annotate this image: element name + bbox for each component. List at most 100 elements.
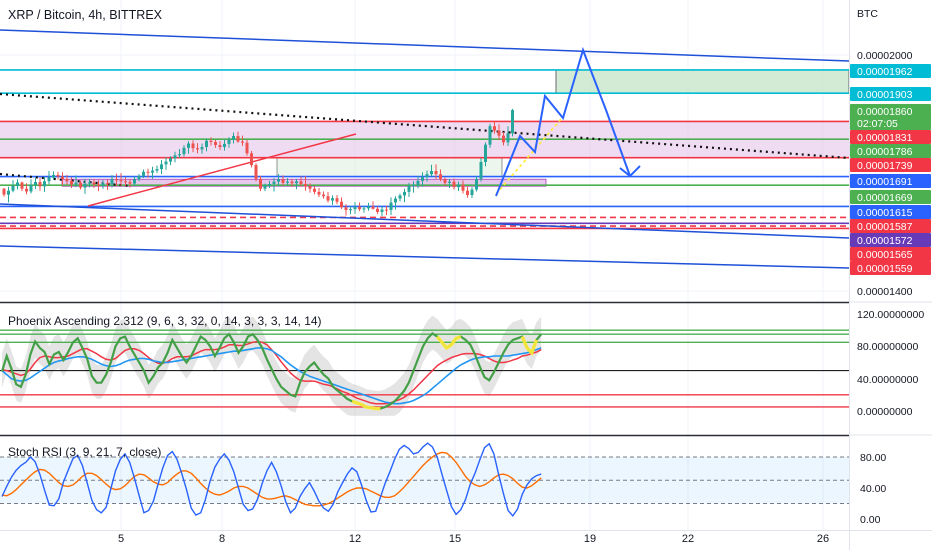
candle-body — [65, 178, 69, 181]
lower-channel-line — [0, 245, 849, 269]
candle-body — [110, 179, 114, 185]
candle-body — [250, 153, 253, 166]
price-label-badge — [850, 261, 931, 275]
candle-body — [335, 198, 339, 202]
phoenix-tick-label: 80.00000000 — [857, 341, 918, 353]
price-level-label: 0.00001587 — [857, 221, 913, 233]
stoch-rsi-pane — [0, 442, 849, 518]
price-level-label: 0.00001831 — [857, 132, 913, 144]
price-axis[interactable]: 0.00002000 0.00001400 0.00001962 0.00001903… — [850, 50, 931, 526]
consolidation-box — [276, 157, 503, 177]
candle-body — [358, 206, 361, 210]
target-zone — [555, 69, 849, 94]
candle-body — [173, 155, 177, 159]
candle-body — [20, 182, 24, 189]
price-level-label: 0.00001572 — [857, 235, 913, 247]
candle-body — [169, 158, 172, 162]
price-level-label: 0.00001565 — [857, 249, 913, 261]
candle-body — [286, 181, 289, 183]
candle-body — [160, 164, 163, 170]
candle-body — [430, 171, 433, 175]
currency-label: BTC — [857, 8, 878, 20]
candle-body — [16, 182, 19, 186]
candle-body — [56, 174, 60, 177]
phoenix-tick-label: 0.00000000 — [857, 406, 913, 418]
candle-body — [2, 188, 6, 195]
price-label-badge — [850, 247, 931, 261]
candle-body — [344, 207, 348, 210]
candle-body — [470, 189, 474, 196]
candle-body — [488, 126, 492, 145]
candle-body — [79, 182, 82, 188]
candle-body — [389, 202, 393, 210]
price-level-label: 0.00001559 — [857, 263, 913, 275]
candle-body — [497, 130, 501, 136]
candle-body — [403, 191, 406, 196]
candle-body — [421, 176, 424, 181]
candle-body — [97, 184, 100, 186]
candle-body — [146, 171, 150, 173]
candle-body — [182, 147, 186, 155]
candle-body — [326, 196, 330, 201]
price-label-badge — [850, 233, 931, 247]
candle-body — [200, 147, 204, 150]
time-label: 22 — [682, 533, 694, 545]
candle-body — [511, 110, 514, 134]
phoenix-tick-label: 120.00000000 — [857, 309, 924, 321]
price-level-label: 0.00001903 — [857, 89, 913, 101]
candle-body — [263, 185, 267, 189]
price-level-label: 0.00001786 — [857, 146, 913, 158]
candle-body — [137, 175, 141, 180]
candle-body — [452, 181, 456, 188]
phoenix-highlight — [435, 334, 462, 351]
candle-body — [52, 174, 55, 178]
price-label-badge — [850, 104, 931, 118]
candle-body — [11, 185, 15, 191]
candle-body — [227, 139, 231, 144]
candle-body — [254, 165, 258, 179]
time-label: 12 — [349, 533, 361, 545]
price-label-badge — [850, 116, 931, 130]
candle-body — [205, 140, 208, 148]
candle-body — [191, 143, 195, 149]
candle-body — [340, 201, 343, 208]
candle-body — [416, 180, 420, 186]
candle-body — [25, 188, 28, 192]
projection-polyline — [495, 46, 631, 197]
phoenix-tick-label: 40.00000000 — [857, 374, 918, 386]
stoch-d-line — [1, 451, 542, 507]
candle-body — [7, 190, 10, 195]
price-label-badge — [850, 174, 931, 188]
phoenix-highlight — [520, 335, 539, 357]
candle-body — [331, 198, 334, 201]
price-label-badge — [850, 158, 931, 172]
time-axis[interactable]: 5 8 12 15 19 22 26 — [118, 533, 829, 545]
candle-body — [281, 179, 285, 183]
price-level-lines — [0, 69, 849, 230]
price-level-label: 0.00001691 — [857, 176, 913, 188]
candle-body — [443, 179, 447, 183]
candle-body — [124, 181, 127, 183]
candle-body — [232, 136, 235, 140]
candle-body — [322, 194, 325, 197]
candle-body — [398, 195, 402, 199]
candle-body — [479, 161, 483, 179]
candle-body — [434, 171, 438, 175]
candle-body — [290, 181, 294, 184]
candle-body — [371, 206, 375, 209]
candle-body — [308, 186, 312, 189]
price-label-badge — [850, 219, 931, 233]
price-label-badge — [850, 144, 931, 158]
price-label-badge — [850, 64, 931, 78]
candle-body — [119, 180, 123, 182]
stoch-tick-label: 80.00 — [860, 452, 886, 464]
time-label: 15 — [449, 533, 461, 545]
time-label: 26 — [817, 533, 829, 545]
price-tick-label: 0.00002000 — [857, 50, 913, 62]
candle-body — [187, 143, 190, 148]
candle-body — [353, 206, 357, 210]
candle-body — [83, 183, 87, 188]
candle-body — [115, 179, 118, 181]
